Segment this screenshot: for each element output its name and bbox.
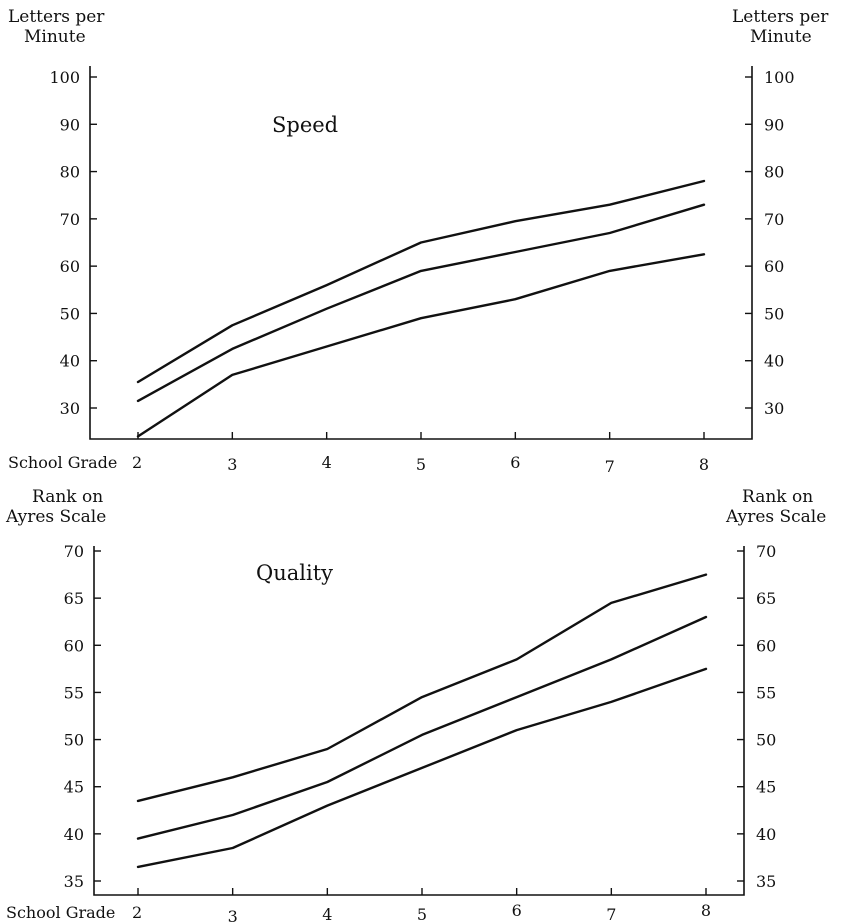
- speed-left-axis-title-line-2: Minute: [24, 27, 86, 47]
- speed-right-tick-label: 100: [764, 68, 795, 87]
- quality-left-tick-label: 50: [64, 731, 84, 750]
- speed-x-tick-label: 5: [416, 455, 426, 474]
- speed-right-tick-label: 60: [764, 257, 784, 276]
- quality-series: [136, 573, 708, 869]
- quality-y-ticks: 35 35 40 40 45 45 50 50 55 55 60 60 65 65 70 70: [64, 542, 777, 891]
- quality-x-tick-label: 6: [512, 901, 522, 920]
- speed-x-tick-label: 7: [605, 457, 615, 476]
- quality-left-tick-label: 65: [64, 589, 84, 608]
- quality-x-tick-label: 5: [417, 905, 427, 924]
- speed-x-tick-label: 6: [510, 453, 520, 472]
- speed-left-tick-label: 40: [60, 352, 80, 371]
- quality-x-tick-label: 7: [606, 905, 616, 924]
- speed-right-axis-title-line-2: Minute: [750, 27, 812, 47]
- speed-right-tick-label: 80: [764, 163, 784, 182]
- quality-x-tick-label: 2: [132, 903, 142, 922]
- quality-series-line-1: [136, 573, 708, 803]
- quality-right-tick-label: 45: [756, 778, 776, 797]
- quality-left-tick-label: 55: [64, 683, 84, 702]
- quality-right-tick-label: 50: [756, 731, 776, 750]
- speed-x-ticks: 2 3 4 5 6 7 8: [132, 432, 709, 476]
- quality-left-axis-title-line-1: Rank on: [32, 487, 103, 507]
- speed-x-tick-label: 3: [227, 455, 237, 474]
- speed-y-ticks: 30 30 40 40 50 50 60 60 70 70 80 80 90 90 100 100: [49, 68, 794, 418]
- speed-left-tick-label: 70: [60, 210, 80, 229]
- quality-chart-title: Quality: [256, 561, 333, 585]
- quality-left-tick-label: 70: [64, 542, 84, 561]
- speed-left-tick-label: 30: [60, 399, 80, 418]
- speed-right-axis-title-line-1: Letters per: [732, 7, 829, 27]
- quality-x-axis-title: School Grade: [6, 903, 115, 922]
- speed-right-tick-label: 70: [764, 210, 784, 229]
- speed-axis-frame: [89, 66, 753, 440]
- quality-x-tick-label: 8: [701, 901, 711, 920]
- quality-right-tick-label: 60: [756, 636, 776, 655]
- quality-left-tick-label: 40: [64, 825, 84, 844]
- quality-chart: Rank on Ayres Scale Rank on Ayres Scale …: [5, 487, 826, 924]
- speed-series-line-2: [136, 203, 706, 403]
- speed-x-tick-label: 2: [132, 453, 142, 472]
- speed-left-axis-title-line-1: Letters per: [8, 7, 105, 27]
- quality-series-line-3: [136, 667, 708, 869]
- speed-left-tick-label: 80: [60, 163, 80, 182]
- speed-left-tick-label: 60: [60, 257, 80, 276]
- speed-series: [136, 179, 706, 438]
- speed-x-tick-label: 4: [322, 453, 332, 472]
- speed-chart: Letters per Minute Letters per Minute Sp…: [8, 7, 829, 476]
- quality-x-tick-label: 3: [228, 907, 238, 924]
- quality-right-axis-title-line-2: Ayres Scale: [725, 507, 826, 527]
- speed-right-tick-label: 50: [764, 304, 784, 323]
- quality-x-ticks: 2 3 4 5 6 7 8: [132, 888, 711, 924]
- speed-x-tick-label: 8: [699, 455, 709, 474]
- quality-left-axis-title-line-2: Ayres Scale: [5, 507, 106, 527]
- speed-chart-title: Speed: [272, 113, 338, 137]
- quality-right-tick-label: 70: [756, 542, 776, 561]
- speed-series-line-3: [136, 253, 706, 438]
- speed-right-tick-label: 30: [764, 399, 784, 418]
- quality-series-line-2: [136, 615, 708, 840]
- speed-left-tick-label: 90: [60, 115, 80, 134]
- quality-right-tick-label: 35: [756, 872, 776, 891]
- quality-left-tick-label: 35: [64, 872, 84, 891]
- quality-right-axis-title-line-1: Rank on: [742, 487, 813, 507]
- speed-x-axis-title: School Grade: [8, 453, 117, 472]
- speed-left-tick-label: 50: [60, 304, 80, 323]
- quality-x-tick-label: 4: [322, 905, 332, 924]
- speed-left-tick-label: 100: [49, 68, 80, 87]
- quality-axis-frame: [93, 546, 745, 896]
- quality-right-tick-label: 65: [756, 589, 776, 608]
- speed-series-line-1: [136, 179, 706, 384]
- quality-left-tick-label: 45: [64, 778, 84, 797]
- quality-left-tick-label: 60: [64, 636, 84, 655]
- quality-right-tick-label: 40: [756, 825, 776, 844]
- speed-right-tick-label: 90: [764, 115, 784, 134]
- quality-right-tick-label: 55: [756, 683, 776, 702]
- speed-right-tick-label: 40: [764, 352, 784, 371]
